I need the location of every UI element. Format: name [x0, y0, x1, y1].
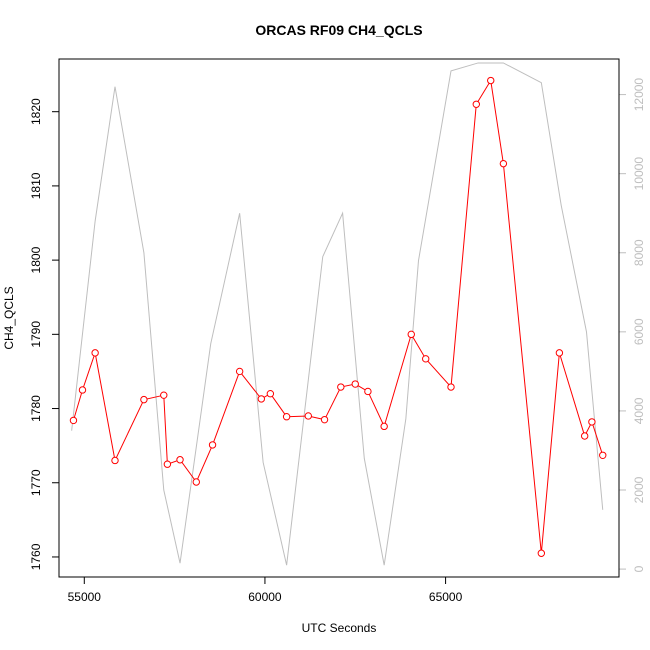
y-tick-label: 1790: [29, 321, 43, 348]
primary-series-point: [78, 386, 87, 394]
primary-series-point: [176, 456, 184, 464]
primary-series-point: [140, 395, 148, 404]
primary-series-point: [380, 422, 388, 431]
primary-series-point: [487, 76, 495, 85]
y2-tick-label: 8000: [632, 239, 646, 266]
primary-series-point: [580, 432, 589, 440]
y-axis-label: CH4_QCLS: [2, 286, 16, 349]
primary-series: [69, 76, 607, 557]
x-axis-label: UTC Seconds: [302, 621, 377, 635]
y2-tick-label: 6000: [632, 318, 646, 345]
primary-series-point: [351, 380, 359, 388]
secondary-series: [71, 62, 604, 566]
y-tick-label: 1810: [29, 172, 43, 199]
y-tick-label: 1770: [29, 469, 43, 496]
y-tick-label: 1760: [29, 543, 43, 570]
y-tick-label: 1780: [29, 395, 43, 422]
primary-series-point: [257, 395, 266, 403]
x-tick-label: 60000: [248, 590, 282, 604]
primary-series-point: [555, 349, 564, 357]
primary-series-point: [599, 451, 607, 459]
primary-series-point: [304, 412, 312, 420]
y-tick-label: 1800: [29, 246, 43, 273]
primary-series-point: [266, 389, 275, 398]
primary-series-point: [407, 330, 415, 339]
primary-series-point: [588, 418, 596, 426]
primary-series-point: [111, 456, 119, 465]
primary-series-point: [447, 383, 455, 391]
primary-series-point: [364, 387, 372, 396]
plot-frame: [58, 58, 620, 578]
y2-tick-label: 4000: [632, 397, 646, 424]
chart-title: ORCAS RF09 CH4_QCLS: [255, 22, 422, 38]
primary-series-point: [499, 159, 508, 168]
x-tick-label: 55000: [68, 590, 102, 604]
primary-series-point: [472, 100, 480, 108]
primary-series-point: [208, 441, 217, 449]
y-tick-label: 1820: [29, 98, 43, 125]
x-tick-label: 65000: [429, 590, 463, 604]
primary-series-point: [160, 391, 168, 399]
y2-tick-label: 2000: [632, 476, 646, 503]
primary-series-point: [91, 349, 99, 357]
primary-series-point: [422, 355, 430, 363]
y2-tick-label: 12000: [632, 78, 646, 112]
primary-series-point: [163, 460, 172, 468]
primary-series-point: [69, 416, 78, 425]
secondary-series-line: [71, 62, 604, 566]
primary-series-point: [282, 413, 291, 421]
y2-tick-label: 10000: [632, 157, 646, 191]
primary-series-point: [537, 549, 546, 557]
y2-tick-label: 0: [632, 565, 646, 572]
primary-series-point: [192, 478, 200, 486]
primary-series-point: [235, 367, 244, 376]
primary-series-point: [320, 415, 329, 424]
primary-series-point: [337, 383, 345, 391]
